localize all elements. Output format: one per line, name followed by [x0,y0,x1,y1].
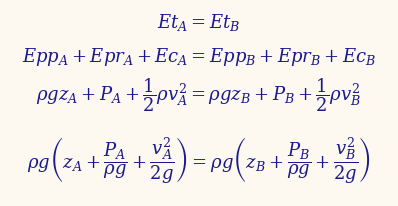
Text: $Et_A = Et_B$: $Et_A = Et_B$ [157,12,241,33]
Text: $Epp_A + Epr_A + Ec_A = Epp_B + Epr_B + Ec_B$: $Epp_A + Epr_A + Ec_A = Epp_B + Epr_B + … [22,46,376,68]
Text: $\rho g z_A + P_A + \dfrac{1}{2}\rho v_A^2 = \rho g z_B + P_B + \dfrac{1}{2}\rho: $\rho g z_A + P_A + \dfrac{1}{2}\rho v_A… [37,76,361,114]
Text: $\rho g \left( z_A + \dfrac{P_A}{\rho g} + \dfrac{v_A^2}{2g} \right) = \rho g \l: $\rho g \left( z_A + \dfrac{P_A}{\rho g}… [27,135,371,184]
